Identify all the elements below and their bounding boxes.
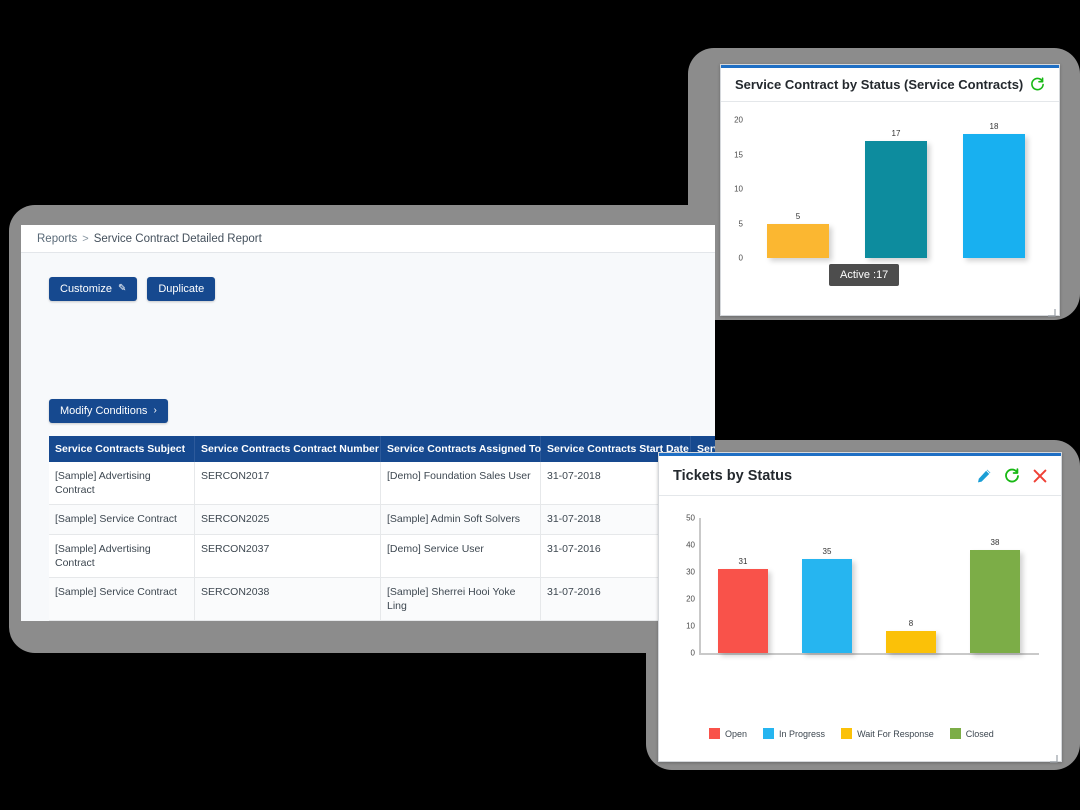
cell-contract-number: SERCON2038 — [194, 577, 381, 621]
panel-accent-bar — [659, 453, 1061, 456]
table-row[interactable]: [Sample] Advertising Contract SERCON2037[… — [49, 534, 715, 578]
legend-swatch — [949, 728, 961, 739]
legend-swatch — [709, 728, 720, 739]
y-axis-line — [699, 518, 701, 653]
legend-label: Closed — [965, 728, 994, 739]
legend-swatch — [841, 728, 853, 739]
table-col-assigned-to[interactable]: Service Contracts Assigned To — [380, 436, 541, 462]
chart-bar[interactable] — [766, 223, 830, 258]
chart-bar[interactable] — [962, 133, 1026, 258]
chart-bar[interactable] — [801, 558, 853, 653]
y-axis-tick: 10 — [686, 621, 695, 631]
breadcrumb-root[interactable]: Reports — [37, 232, 78, 245]
legend-item[interactable]: Wait For Response — [841, 728, 934, 739]
chart-bar[interactable] — [864, 140, 928, 258]
bar-value-label: 31 — [738, 557, 748, 567]
chart-bar[interactable] — [717, 569, 769, 653]
cell-assigned-to: [Sample] Sherrei Hooi Yoke Ling — [380, 577, 541, 621]
chart-service-contract-by-status: 0 5 10 15 20 5 17 18 Active :17 — [721, 102, 1059, 316]
table-row[interactable]: [Sample] Service Contract SERCON2025 [Samp… — [49, 504, 715, 535]
bar-value-label: 18 — [989, 121, 999, 131]
table-body: [Sample] Advertising Contract SERCON2017[… — [49, 462, 715, 621]
panel-title: Service Contract by Status (Service Cont… — [735, 77, 1024, 92]
chart-legend: Open In Progress Wait For Response Closed — [709, 728, 994, 739]
panel-title: Tickets by Status — [673, 467, 793, 484]
panel-header: Tickets by Status — [659, 456, 1061, 496]
cell-subject: [Sample] Advertising Contract — [49, 462, 195, 506]
cell-subject: [Sample] Service Contract — [49, 504, 195, 535]
report-window: Reports > Service Contract Detailed Repo… — [21, 225, 715, 621]
report-body: Customize ✎ Duplicate Service Contract D… — [21, 253, 715, 621]
table-row[interactable]: [Sample] Service Contract SERCON2038 [Samp… — [49, 577, 715, 621]
table-row[interactable]: [Sample] Advertising Contract SERCON2017[… — [49, 462, 715, 506]
bar-value-label: 38 — [990, 538, 1000, 548]
report-action-buttons: Customize ✎ Duplicate — [49, 277, 216, 301]
legend-label: Open — [725, 728, 748, 739]
table-col-contract-number[interactable]: Service Contracts Contract Number — [194, 436, 381, 462]
bar-value-label: 35 — [822, 546, 832, 556]
cell-contract-number: SERCON2025 — [194, 504, 381, 535]
legend-swatch — [763, 728, 775, 739]
panel-header: Service Contract by Status (Service Cont… — [721, 68, 1059, 102]
cell-subject: [Sample] Service Contract — [49, 577, 195, 621]
duplicate-button[interactable]: Duplicate — [147, 277, 216, 301]
y-axis-tick: 40 — [686, 540, 695, 550]
y-axis-tick: 5 — [738, 219, 743, 228]
customize-button[interactable]: Customize ✎ — [49, 277, 138, 301]
modify-conditions-button[interactable]: Modify Conditions › — [49, 399, 168, 423]
legend-item[interactable]: Closed — [949, 728, 994, 739]
cell-contract-number: SERCON2017 — [194, 462, 381, 506]
refresh-icon[interactable] — [1004, 468, 1019, 483]
table-col-subject[interactable]: Service Contracts Subject — [49, 436, 195, 462]
y-axis-tick: 0 — [690, 648, 695, 658]
bar-value-label: 5 — [795, 211, 801, 221]
y-axis-tick: 0 — [738, 253, 743, 263]
legend-label: In Progress — [779, 728, 826, 739]
y-axis-tick: 20 — [686, 594, 695, 604]
y-axis-tick: 20 — [734, 115, 743, 125]
panel-accent-bar — [721, 65, 1059, 68]
panel-resize-handle[interactable] — [1047, 304, 1056, 317]
legend-label: Wait For Response — [857, 728, 934, 739]
y-axis-tick: 15 — [734, 150, 743, 159]
x-axis-line — [699, 653, 1039, 655]
legend-item[interactable]: Open — [709, 728, 747, 739]
customize-button-label: Customize — [60, 283, 112, 295]
panel-actions — [976, 468, 1047, 483]
breadcrumb-separator-icon: > — [82, 232, 89, 245]
y-axis-tick: 30 — [686, 567, 695, 577]
bar-value-label: 8 — [908, 619, 914, 629]
chart-bar[interactable] — [969, 550, 1021, 653]
panel-service-contract-by-status: Service Contract by Status (Service Cont… — [720, 64, 1060, 317]
close-icon[interactable] — [1032, 468, 1047, 483]
chart-tickets-by-status: 0 10 20 30 40 50 31 35 8 38 Open In Progress Wait Fo… — [659, 496, 1061, 761]
panel-actions — [1030, 77, 1045, 92]
refresh-icon[interactable] — [1030, 77, 1045, 92]
y-axis-tick: 50 — [686, 513, 695, 523]
y-axis-tick: 10 — [734, 184, 743, 194]
cell-assigned-to: [Sample] Admin Soft Solvers — [380, 504, 541, 535]
breadcrumb-current: Service Contract Detailed Report — [93, 232, 262, 245]
chart-bar[interactable] — [885, 631, 937, 653]
cell-contract-number: SERCON2037 — [194, 534, 381, 578]
duplicate-button-label: Duplicate — [158, 283, 205, 295]
legend-item[interactable]: In Progress — [763, 728, 825, 739]
modify-conditions-label: Modify Conditions — [60, 405, 148, 417]
cell-subject: [Sample] Advertising Contract — [49, 534, 195, 578]
breadcrumb: Reports > Service Contract Detailed Repo… — [21, 225, 715, 253]
bar-value-label: 17 — [891, 128, 901, 138]
chevron-right-icon: › — [153, 405, 157, 416]
cell-assigned-to: [Demo] Foundation Sales User — [380, 462, 541, 506]
report-table: Service Contracts Subject Service Contra… — [49, 436, 715, 621]
chart-tooltip: Active :17 — [829, 264, 900, 286]
table-header-row: Service Contracts Subject Service Contra… — [49, 436, 715, 462]
cell-assigned-to: [Demo] Service User — [380, 534, 541, 578]
pencil-icon: ✎ — [117, 283, 127, 294]
panel-resize-handle[interactable] — [1049, 750, 1058, 763]
panel-tickets-by-status: Tickets by Status — [658, 452, 1062, 763]
pencil-icon[interactable] — [976, 468, 991, 483]
